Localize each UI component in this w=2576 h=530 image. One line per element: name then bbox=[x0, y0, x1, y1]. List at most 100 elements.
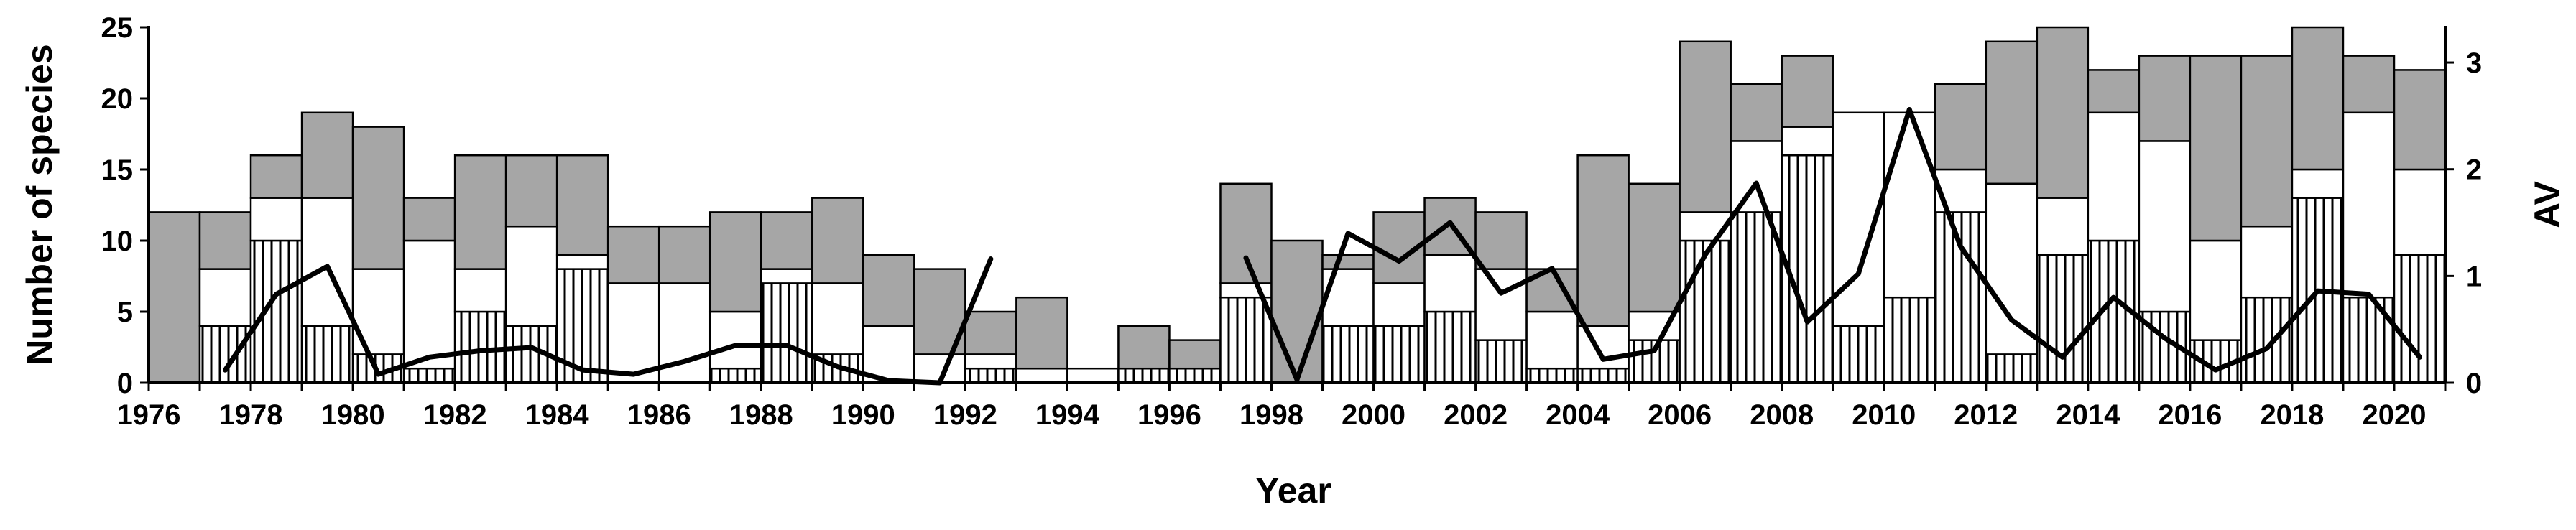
y2-tick-label: 3 bbox=[2466, 47, 2482, 79]
bar-segment-grey-1989 bbox=[811, 197, 864, 284]
bar-segment-grey-2004 bbox=[1576, 154, 1630, 327]
bar-segment-white-1988 bbox=[760, 268, 813, 284]
y2-tick-label: 1 bbox=[2466, 261, 2482, 292]
bar-segment-hatched-2019 bbox=[2342, 296, 2396, 384]
bar-segment-grey-1998 bbox=[1270, 239, 1324, 384]
bar-segment-hatched-2004 bbox=[1576, 367, 1630, 384]
bar-segment-white-2006 bbox=[1679, 211, 1732, 242]
bar-segment-grey-2002 bbox=[1474, 211, 1528, 270]
y-tick-label: 10 bbox=[101, 226, 134, 257]
y-tick-label: 25 bbox=[101, 12, 134, 44]
bar-segment-white-1984 bbox=[555, 254, 609, 270]
bar-segment-white-1987 bbox=[708, 310, 762, 370]
y-tick-label: 5 bbox=[117, 297, 133, 328]
bar-segment-grey-2006 bbox=[1679, 40, 1732, 213]
bar-segment-white-2016 bbox=[2189, 239, 2243, 341]
y2-tick-label: 0 bbox=[2466, 368, 2482, 399]
bar-segment-white-2014 bbox=[2087, 111, 2141, 242]
bar-segment-grey-2015 bbox=[2138, 55, 2192, 142]
bar-segment-grey-1981 bbox=[402, 197, 456, 242]
x-tick-label: 2004 bbox=[1546, 399, 1610, 431]
bar-segment-white-2018 bbox=[2291, 168, 2345, 199]
bar-segment-grey-2011 bbox=[1934, 83, 1988, 171]
bar-segment-white-2013 bbox=[2036, 197, 2090, 256]
y2-tick-label: 2 bbox=[2466, 154, 2482, 186]
x-tick-label: 1978 bbox=[219, 399, 283, 431]
axes: 0 5 10 15 20 25 0 1 2 3 1976 1978 1980 1982 1984 1986 19… bbox=[101, 12, 2483, 431]
bar-segment-grey-1997 bbox=[1219, 182, 1273, 284]
bar-segment-hatched-2020 bbox=[2393, 254, 2447, 384]
bar-segment-hatched-1979 bbox=[300, 325, 354, 384]
bars bbox=[147, 26, 2447, 384]
bar-segment-white-1977 bbox=[198, 268, 252, 327]
bar-segment-white-1994 bbox=[1066, 367, 1120, 384]
x-tick-label: 1998 bbox=[1239, 399, 1303, 431]
bar-segment-grey-1984 bbox=[555, 154, 609, 256]
x-tick-label: 1988 bbox=[729, 399, 793, 431]
bar-segment-white-2010 bbox=[1883, 111, 1936, 299]
bar-segment-grey-2019 bbox=[2342, 55, 2396, 114]
bar-segment-hatched-2017 bbox=[2240, 296, 2294, 384]
bar-segment-grey-2016 bbox=[2189, 55, 2243, 242]
bar-segment-white-1993 bbox=[1015, 367, 1068, 384]
bar-segment-hatched-1981 bbox=[402, 367, 456, 384]
x-tick-label: 1984 bbox=[525, 399, 590, 431]
bar-segment-white-1982 bbox=[453, 268, 507, 313]
bar-segment-grey-2020 bbox=[2393, 69, 2447, 171]
bar-segment-white-2000 bbox=[1372, 282, 1426, 327]
bar-segment-grey-1990 bbox=[862, 254, 915, 327]
axis-labels: Year Number of species AV bbox=[19, 44, 2567, 511]
bar-segment-grey-2017 bbox=[2240, 55, 2294, 228]
bar-segment-white-2020 bbox=[2393, 168, 2447, 256]
bar-segment-hatched-1992 bbox=[964, 367, 1017, 384]
bar-segment-grey-2012 bbox=[1985, 40, 2039, 185]
x-axis-title: Year bbox=[1255, 470, 1331, 511]
bar-segment-white-2019 bbox=[2342, 111, 2396, 299]
av-line-series bbox=[223, 106, 2422, 386]
x-tick-label: 2006 bbox=[1648, 399, 1712, 431]
x-tick-label: 2016 bbox=[2158, 399, 2222, 431]
bar-segment-grey-1996 bbox=[1168, 339, 1222, 370]
bar-segment-grey-1983 bbox=[504, 154, 558, 228]
bar-segment-white-2017 bbox=[2240, 225, 2294, 299]
bar-segment-white-2003 bbox=[1525, 310, 1579, 370]
bar-segment-white-1978 bbox=[249, 197, 303, 242]
x-tick-label: 2012 bbox=[1954, 399, 2018, 431]
bar-segment-grey-1982 bbox=[453, 154, 507, 270]
x-tick-label: 1986 bbox=[627, 399, 691, 431]
bar-segment-hatched-1984 bbox=[555, 268, 609, 384]
bar-segment-hatched-2006 bbox=[1679, 239, 1732, 384]
bar-segment-hatched-1987 bbox=[708, 367, 762, 384]
bar-segment-white-1979 bbox=[300, 197, 354, 327]
bar-segment-white-1985 bbox=[606, 282, 660, 384]
bar-segment-grey-1980 bbox=[351, 126, 405, 270]
bar-segment-white-1992 bbox=[964, 353, 1017, 370]
bar-segment-hatched-1997 bbox=[1219, 296, 1273, 384]
bar-segment-grey-1978 bbox=[249, 154, 303, 199]
x-tick-label: 1990 bbox=[831, 399, 895, 431]
x-tick-label: 2002 bbox=[1444, 399, 1508, 431]
bar-segment-white-1989 bbox=[811, 282, 864, 355]
x-tick-label: 1982 bbox=[423, 399, 487, 431]
bar-segment-grey-1995 bbox=[1117, 325, 1171, 370]
y-tick-label: 20 bbox=[101, 83, 134, 115]
bar-segment-grey-2007 bbox=[1730, 83, 1783, 142]
bar-segment-white-1983 bbox=[504, 225, 558, 327]
bar-segment-white-2015 bbox=[2138, 140, 2192, 313]
bar-segment-hatched-2002 bbox=[1474, 339, 1528, 384]
bar-segment-hatched-1978 bbox=[249, 239, 303, 384]
bar-segment-white-2011 bbox=[1934, 168, 1988, 213]
bar-segment-grey-2014 bbox=[2087, 69, 2141, 114]
x-tick-label: 2010 bbox=[1852, 399, 1916, 431]
bar-segment-grey-1985 bbox=[606, 225, 660, 284]
bar-segment-hatched-2000 bbox=[1372, 325, 1426, 384]
bar-segment-grey-1979 bbox=[300, 111, 354, 199]
x-tick-label: 1996 bbox=[1137, 399, 1201, 431]
bar-segment-grey-1977 bbox=[198, 211, 252, 270]
bar-segment-hatched-1995 bbox=[1117, 367, 1171, 384]
bar-segment-hatched-2001 bbox=[1423, 310, 1477, 384]
bar-segment-hatched-1999 bbox=[1321, 325, 1375, 384]
x-tick-label: 2000 bbox=[1342, 399, 1405, 431]
